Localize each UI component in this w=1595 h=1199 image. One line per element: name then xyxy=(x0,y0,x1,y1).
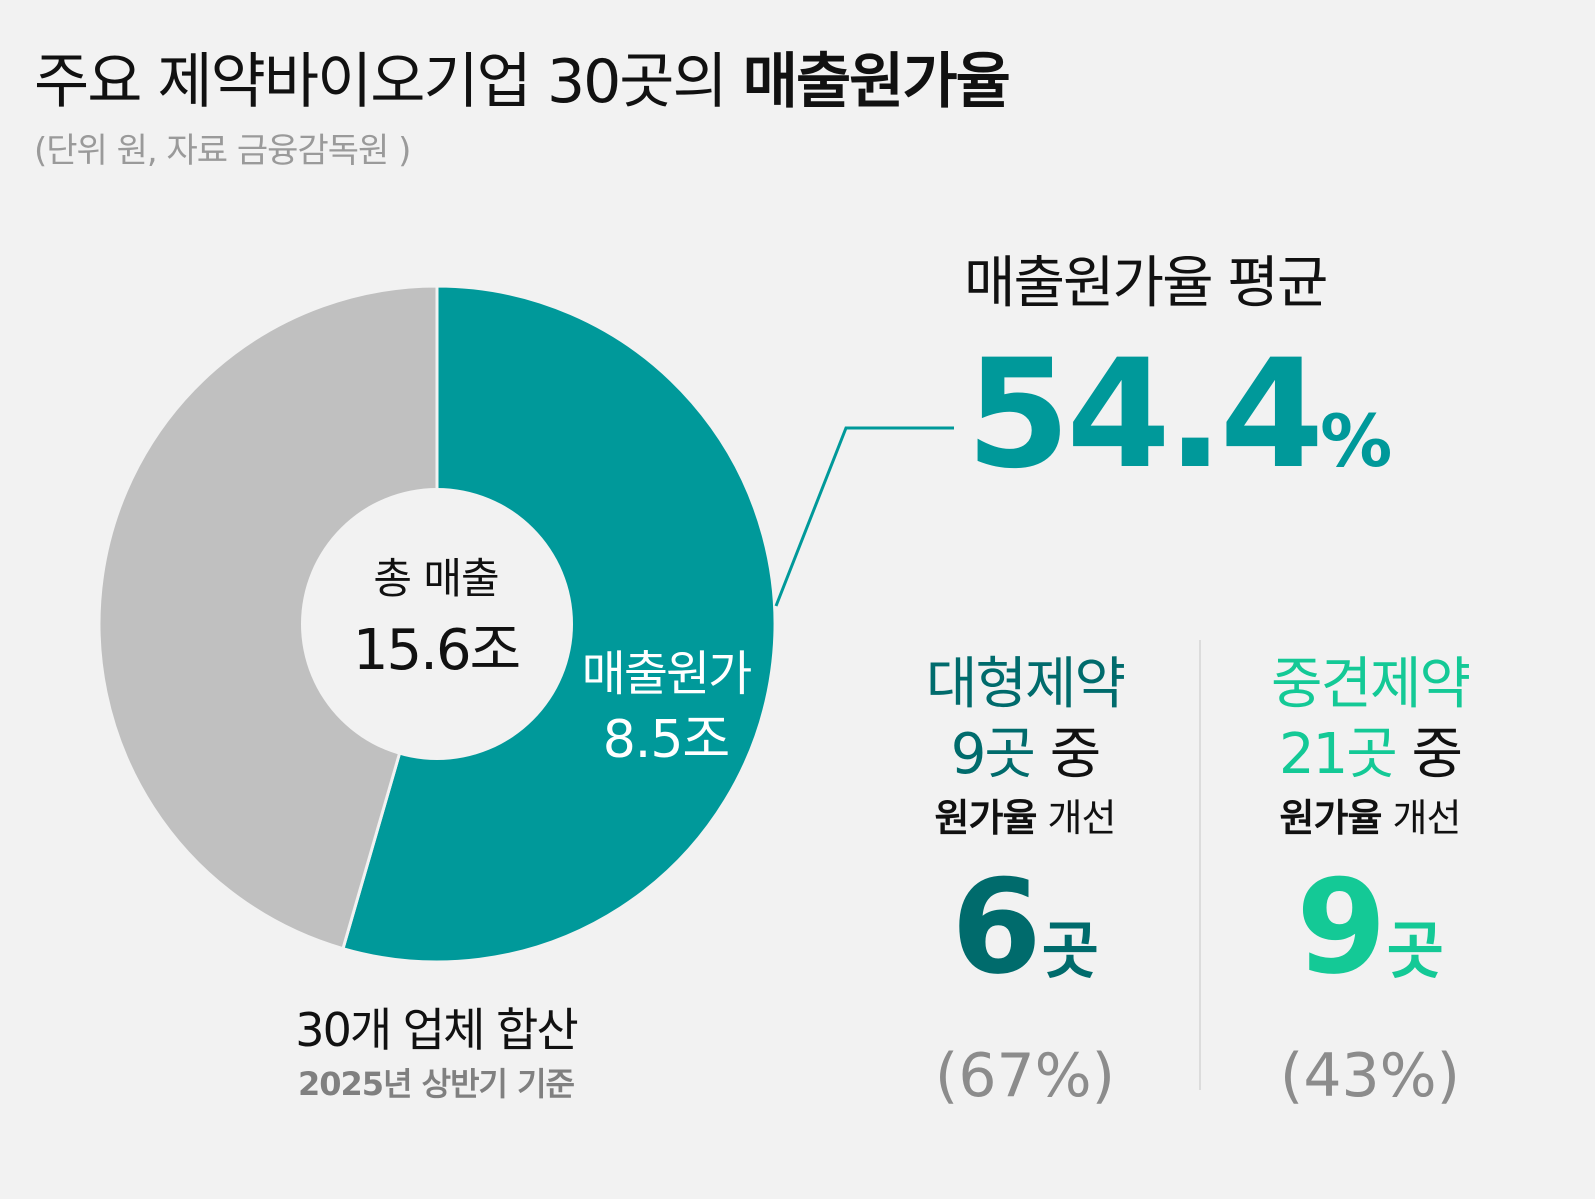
group-divider xyxy=(1199,640,1201,1090)
group-improve: 원가율 개선 xyxy=(860,792,1190,844)
group-count: 21곳 중 xyxy=(1205,720,1535,790)
chart-annotation: 30개 업체 합산 xyxy=(295,1003,578,1057)
remaining-slice xyxy=(97,284,439,951)
leader-line xyxy=(774,426,954,607)
average-unit: % xyxy=(1320,399,1393,483)
mid-pharma-group: 중견제약 21곳 중 원가율 개선 9곳 (43%) xyxy=(1205,650,1535,1114)
group-share: (67%) xyxy=(934,1041,1116,1111)
chart-subtitle: (단위 원, 자료 금융감독원 ) xyxy=(34,131,411,171)
group-result: 9곳 xyxy=(1205,852,1535,1042)
chart-note: 2025년 상반기 기준 xyxy=(298,1065,575,1103)
result-number: 9 xyxy=(1296,851,1387,1003)
result-number: 6 xyxy=(951,851,1042,1003)
group-improve: 원가율 개선 xyxy=(1205,792,1535,844)
chart-title: 주요 제약바이오기업 30곳의 매출원가율 xyxy=(34,44,1011,120)
big-pharma-group: 대형제약 9곳 중 원가율 개선 6곳 (67%) xyxy=(860,650,1190,1114)
group-count-suffix: 중 xyxy=(1033,722,1102,787)
group-count-value: 21곳 xyxy=(1278,722,1398,787)
total-sales-label: 총 매출 xyxy=(373,554,499,603)
group-count-value: 9곳 xyxy=(950,722,1036,787)
donut-hole xyxy=(301,488,573,760)
group-name: 대형제약 xyxy=(925,652,1126,717)
cost-slice-value: 8.5조 xyxy=(602,710,731,770)
group-count: 9곳 중 xyxy=(860,720,1190,790)
cost-slice-label: 매출원가 xyxy=(581,646,753,702)
title-regular: 주요 제약바이오기업 30곳의 xyxy=(34,47,743,117)
average-value: 54.4% xyxy=(966,330,1392,526)
average-number: 54.4 xyxy=(966,328,1324,502)
title-bold: 매출원가율 xyxy=(742,47,1011,117)
group-result: 6곳 xyxy=(860,852,1190,1042)
improve-rest: 개선 xyxy=(1381,796,1462,840)
result-unit: 곳 xyxy=(1386,914,1444,987)
improve-bold: 원가율 xyxy=(934,796,1038,840)
average-label: 매출원가율 평균 xyxy=(964,251,1328,316)
result-unit: 곳 xyxy=(1041,914,1099,987)
group-count-suffix: 중 xyxy=(1395,722,1464,787)
group-share: (43%) xyxy=(1279,1041,1461,1111)
total-sales-value: 15.6조 xyxy=(352,618,521,683)
improve-rest: 개선 xyxy=(1036,796,1117,840)
group-name: 중견제약 xyxy=(1270,652,1471,717)
improve-bold: 원가율 xyxy=(1279,796,1383,840)
